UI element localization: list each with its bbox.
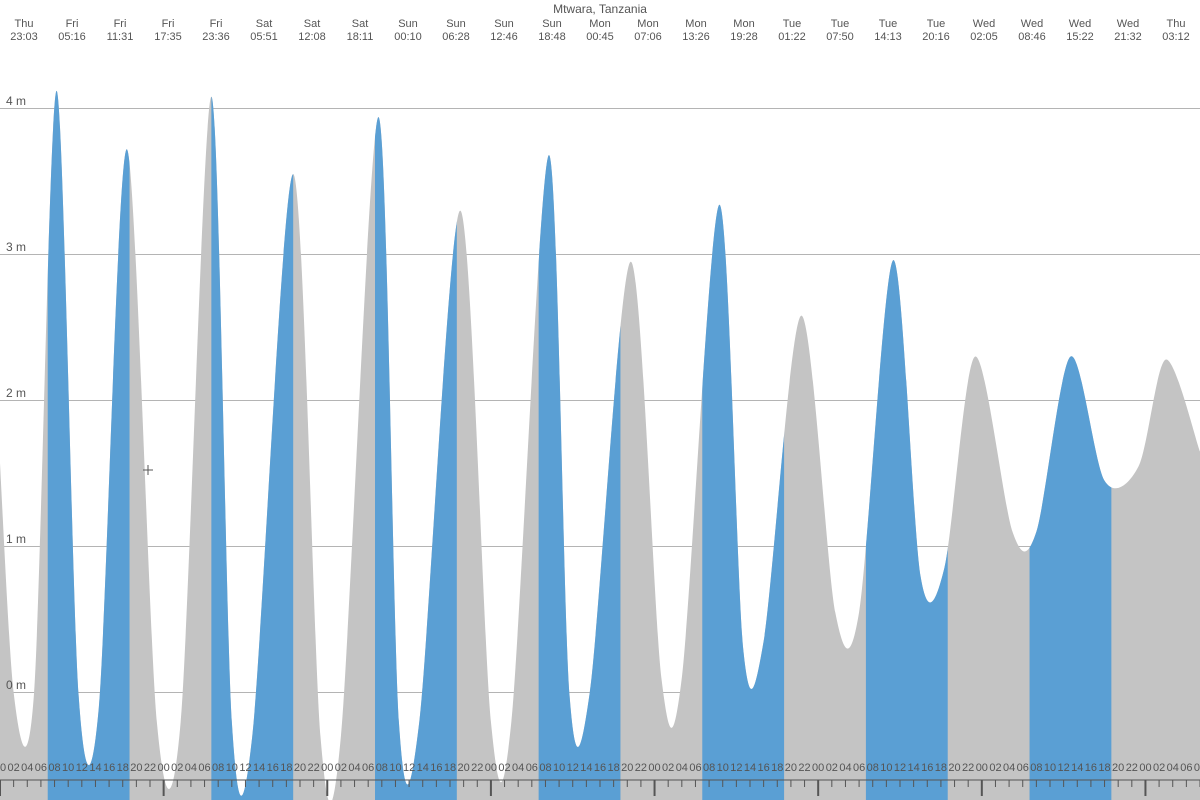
y-tick-label: 1 m bbox=[6, 532, 26, 546]
y-tick-label: 4 m bbox=[6, 94, 26, 108]
tide-chart: { "title":"Mtwara, Tanzania", "chart":{ … bbox=[0, 0, 1200, 800]
tide-svg bbox=[0, 0, 1200, 800]
y-tick-label: 3 m bbox=[6, 240, 26, 254]
y-tick-label: 0 m bbox=[6, 678, 26, 692]
y-tick-label: 2 m bbox=[6, 386, 26, 400]
